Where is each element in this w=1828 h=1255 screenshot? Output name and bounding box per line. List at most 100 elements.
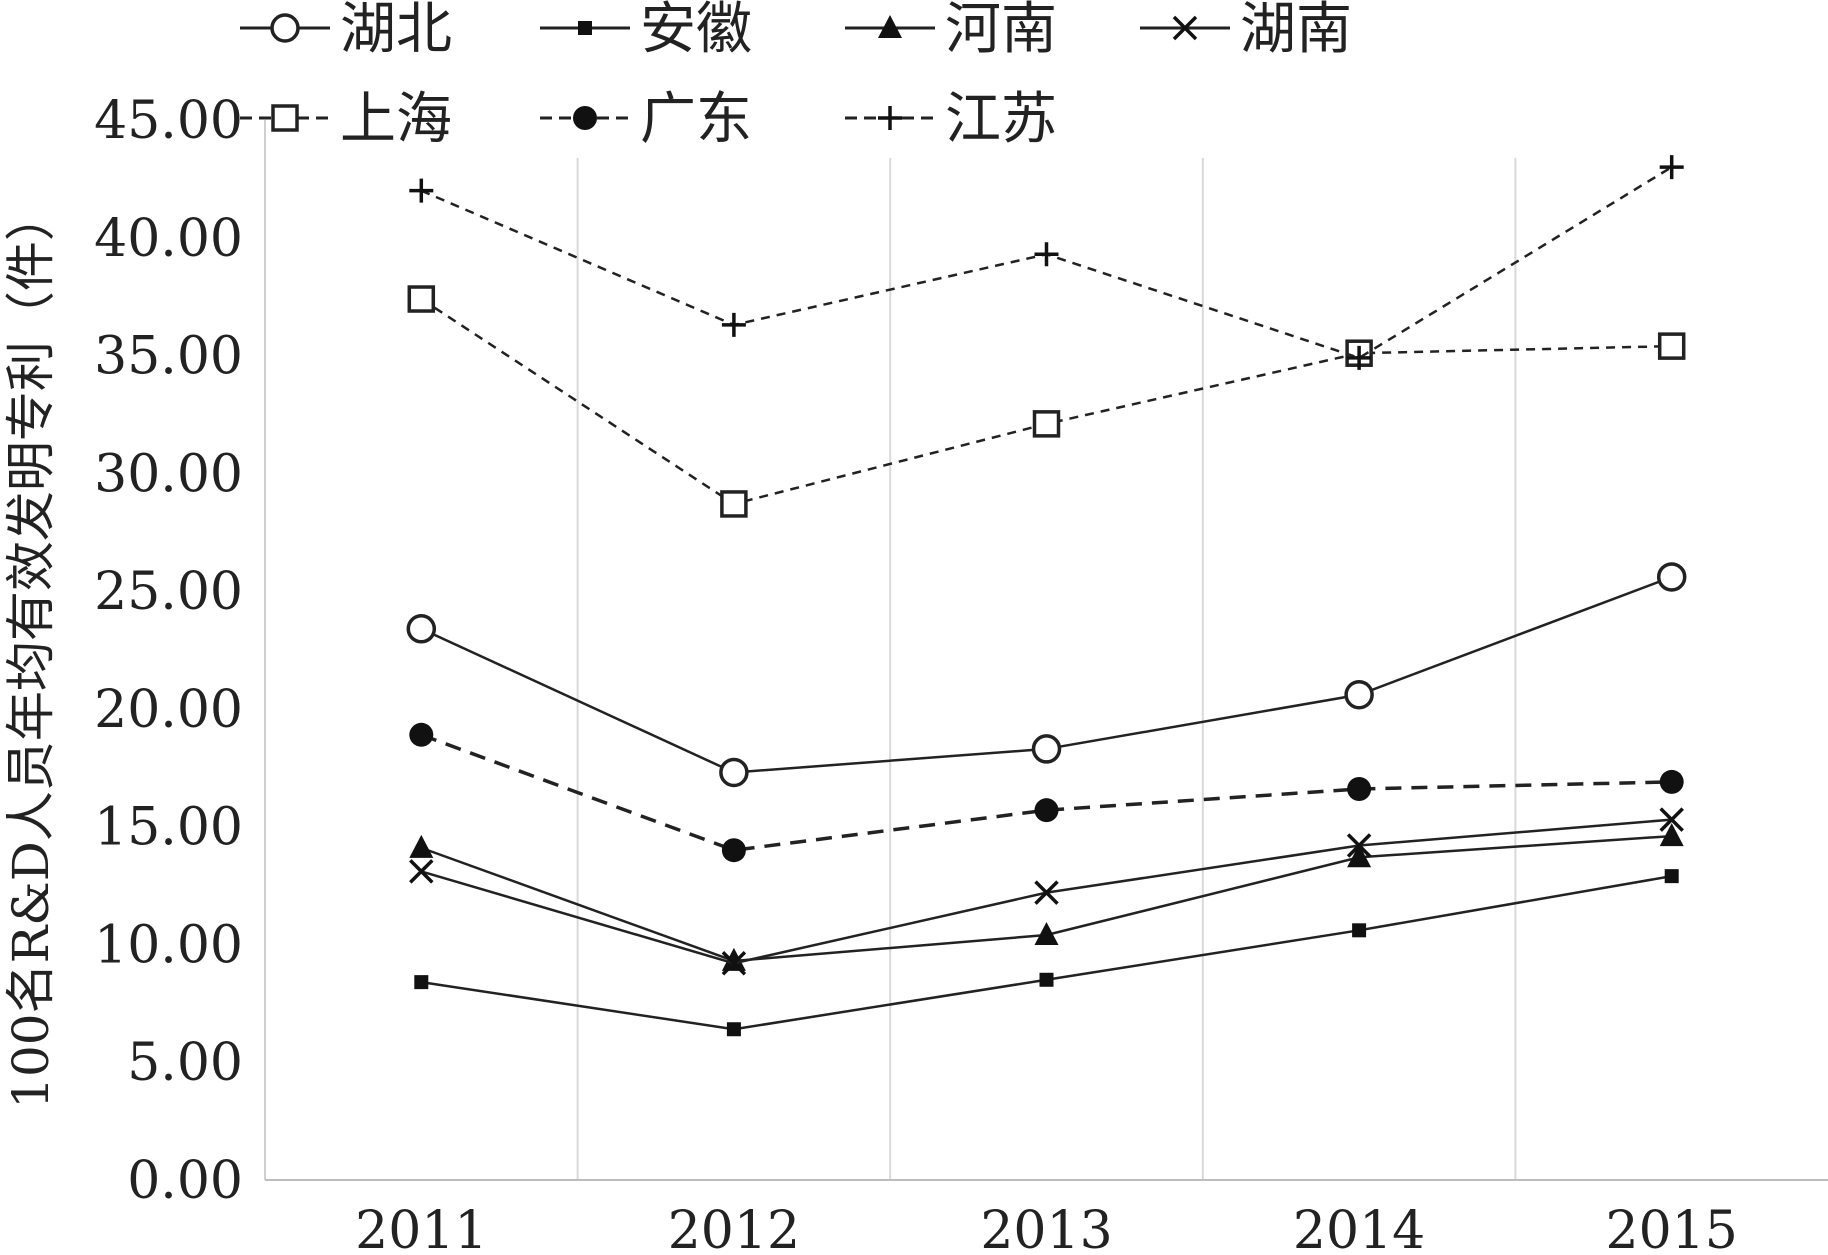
- point-shape: [721, 947, 746, 971]
- point-marker: [1659, 769, 1684, 794]
- point-marker: [1659, 823, 1684, 847]
- point-marker: [409, 859, 434, 884]
- legend-item: 广东: [540, 87, 752, 152]
- point-marker: [573, 106, 597, 130]
- point-marker: [721, 947, 746, 971]
- point-marker: [1039, 972, 1054, 987]
- point-marker: [1347, 345, 1372, 370]
- legend-label: 安徽: [640, 0, 752, 62]
- series-4: [407, 285, 1686, 518]
- legend-label: 广东: [640, 87, 752, 152]
- y-tick-label: 25.00: [94, 562, 243, 622]
- point-shape: [720, 490, 748, 518]
- point-shape: [1347, 844, 1372, 868]
- point-shape: [1347, 776, 1372, 801]
- x-tick-label: 2012: [668, 1201, 800, 1255]
- point-shape: [1034, 880, 1059, 905]
- legend-label: 上海: [340, 87, 452, 152]
- point-shape: [409, 722, 434, 747]
- point-marker: [1032, 410, 1061, 438]
- point-shape: [271, 104, 299, 132]
- series-5: [409, 722, 1684, 863]
- axes: [264, 120, 1828, 1181]
- y-axis-ticks: 0.00 5.00 10.00 15.00 20.00 25.00 30.00 35.00 40…: [94, 91, 243, 1211]
- series-3: [409, 807, 1684, 976]
- point-shape: [1172, 15, 1198, 41]
- point-shape: [578, 21, 592, 35]
- y-tick-label: 15.00: [94, 798, 243, 858]
- point-shape: [1659, 155, 1684, 180]
- point-shape: [1346, 833, 1372, 858]
- point-marker: [1659, 807, 1684, 832]
- point-marker: [1659, 155, 1684, 180]
- point-marker: [271, 104, 299, 132]
- point-shape: [409, 178, 434, 203]
- series-line: [420, 733, 1672, 853]
- series-line: [420, 297, 1672, 506]
- point-shape: [1031, 734, 1062, 764]
- y-tick-label: 40.00: [94, 209, 243, 269]
- point-marker: [407, 285, 436, 313]
- point-shape: [414, 975, 429, 990]
- point-shape: [721, 312, 746, 337]
- series-group: [406, 155, 1687, 1037]
- point-marker: [720, 490, 748, 518]
- point-shape: [409, 834, 434, 858]
- point-shape: [409, 859, 434, 884]
- point-shape: [1659, 807, 1684, 832]
- x-tick-label: 2014: [1293, 1201, 1425, 1255]
- point-shape: [1659, 823, 1684, 847]
- point-marker: [721, 838, 746, 863]
- point-shape: [726, 1022, 741, 1037]
- point-marker: [578, 21, 592, 35]
- y-tick-label: 20.00: [94, 680, 243, 740]
- point-marker: [1346, 833, 1372, 858]
- point-marker: [409, 178, 434, 203]
- point-shape: [270, 13, 300, 43]
- point-marker: [1347, 776, 1372, 801]
- y-tick-label: 45.00: [94, 91, 243, 151]
- y-tick-label: 5.00: [127, 1033, 243, 1093]
- y-tick-label: 10.00: [94, 915, 243, 975]
- point-marker: [1352, 923, 1367, 938]
- point-shape: [719, 757, 749, 788]
- point-shape: [878, 106, 902, 130]
- point-shape: [1032, 410, 1061, 438]
- point-marker: [1347, 844, 1372, 868]
- point-marker: [409, 722, 434, 747]
- point-shape: [406, 614, 437, 644]
- series-0: [406, 562, 1687, 788]
- point-marker: [406, 614, 437, 644]
- point-marker: [1657, 332, 1686, 360]
- legend-item: 江苏: [845, 87, 1057, 152]
- point-shape: [1034, 922, 1059, 946]
- point-marker: [721, 951, 747, 976]
- point-shape: [573, 106, 597, 130]
- point-shape: [878, 15, 902, 38]
- point-marker: [719, 757, 749, 788]
- legend-item: 安徽: [540, 0, 752, 62]
- series-1: [414, 869, 1679, 1037]
- point-marker: [1656, 562, 1687, 592]
- series-2: [409, 823, 1684, 971]
- point-marker: [1034, 798, 1059, 823]
- point-marker: [1031, 734, 1062, 764]
- point-shape: [1657, 332, 1686, 360]
- point-shape: [1039, 972, 1054, 987]
- point-shape: [1347, 345, 1372, 370]
- y-axis-title: 100名R&D人员年均有效发明专利（件）: [2, 191, 60, 1109]
- point-marker: [409, 834, 434, 858]
- point-shape: [1034, 798, 1059, 823]
- x-axis-ticks: 2011 2012 2013 2014 2015: [355, 1201, 1738, 1255]
- point-marker: [414, 975, 429, 990]
- point-marker: [721, 312, 746, 337]
- point-shape: [407, 285, 436, 313]
- y-tick-label: 30.00: [94, 444, 243, 504]
- point-marker: [878, 106, 902, 130]
- legend-item: 湖北: [240, 0, 452, 62]
- x-tick-label: 2013: [980, 1201, 1112, 1255]
- x-tick-label: 2015: [1606, 1201, 1738, 1255]
- legend-label: 湖北: [340, 0, 452, 62]
- point-shape: [1664, 869, 1679, 884]
